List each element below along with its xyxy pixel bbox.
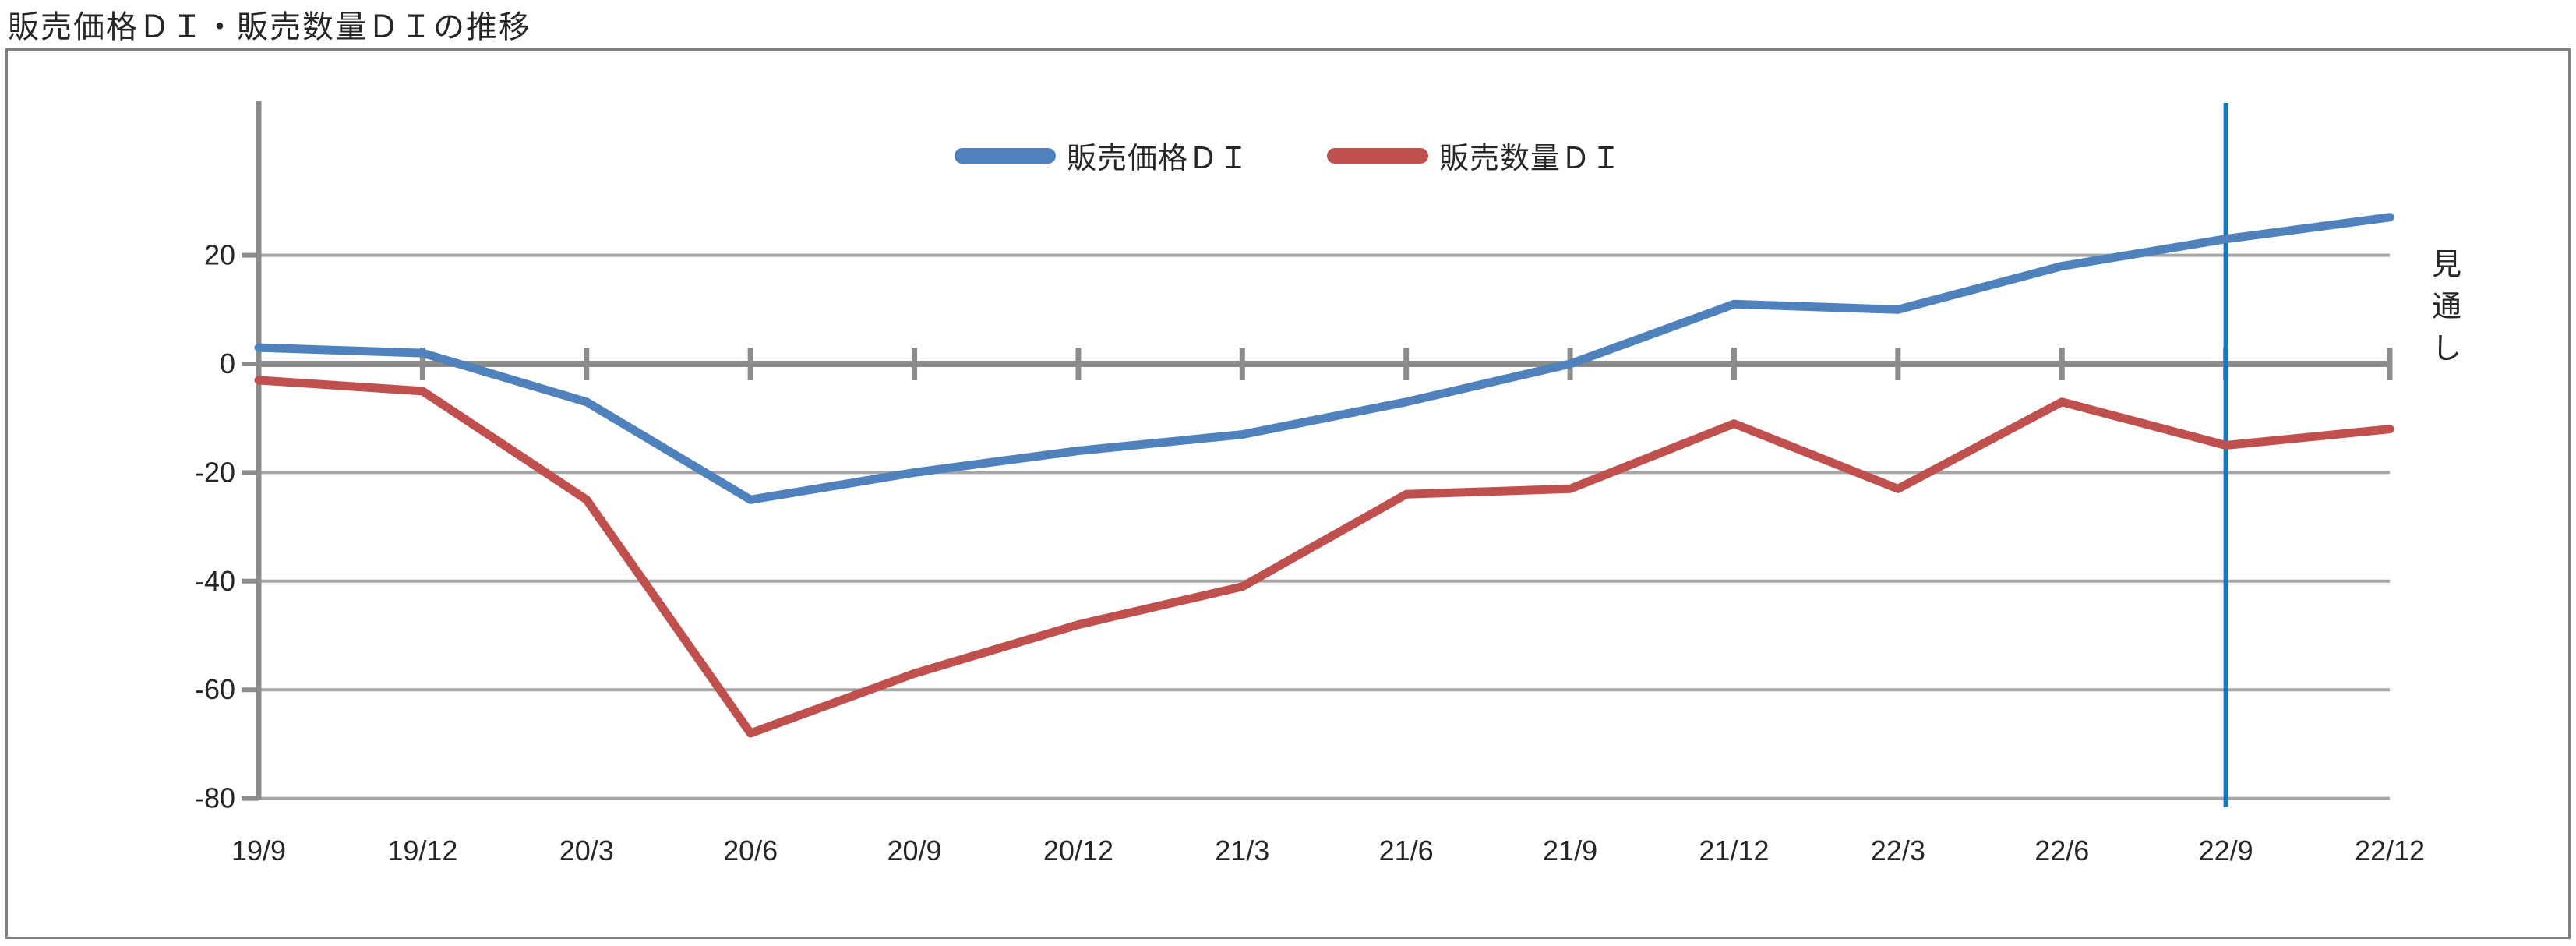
y-axis-label: -80	[195, 782, 235, 814]
x-axis-label: 22/12	[2355, 835, 2425, 867]
sales-price-di-swatch	[954, 147, 1056, 164]
x-axis-label: 21/6	[1379, 835, 1434, 867]
chart-legend: 販売価格ＤＩ 販売数量ＤＩ	[0, 134, 2576, 177]
chart-title: 販売価格ＤＩ・販売数量ＤＩの推移	[8, 10, 531, 44]
legend-item-sales-price-di: 販売価格ＤＩ	[954, 134, 1249, 177]
forecast-label-char: し	[2432, 333, 2461, 365]
x-axis-label: 19/12	[387, 835, 457, 867]
series-line-sales-volume-di	[254, 376, 2394, 738]
forecast-label-char: 通	[2432, 291, 2461, 323]
x-axis-label: 22/3	[1871, 835, 1925, 867]
y-axis-label: -60	[195, 673, 235, 705]
legend-label-sales-volume-di: 販売数量ＤＩ	[1439, 143, 1622, 175]
y-axis-label: 20	[204, 239, 235, 271]
x-axis-label: 20/12	[1043, 835, 1113, 867]
x-axis-label: 21/9	[1543, 835, 1597, 867]
x-axis-label: 21/3	[1215, 835, 1269, 867]
chart-border	[5, 48, 2571, 939]
y-axis-label: -20	[195, 456, 235, 488]
x-axis-label: 21/12	[1699, 835, 1769, 867]
sales-volume-di-swatch	[1327, 147, 1428, 164]
x-axis-label: 22/9	[2199, 835, 2253, 867]
forecast-label-char: 見	[2432, 249, 2461, 281]
x-axis-label: 20/6	[723, 835, 778, 867]
series-line-sales-price-di	[254, 213, 2394, 504]
legend-label-sales-price-di: 販売価格ＤＩ	[1066, 143, 1249, 175]
x-axis-label: 20/9	[887, 835, 941, 867]
x-axis-label: 19/9	[231, 835, 286, 867]
y-axis-label: -40	[195, 565, 235, 597]
y-axis-label: 0	[220, 348, 235, 379]
x-axis-label: 22/6	[2034, 835, 2089, 867]
x-axis-label: 20/3	[559, 835, 614, 867]
legend-item-sales-volume-di: 販売数量ＤＩ	[1327, 134, 1621, 177]
